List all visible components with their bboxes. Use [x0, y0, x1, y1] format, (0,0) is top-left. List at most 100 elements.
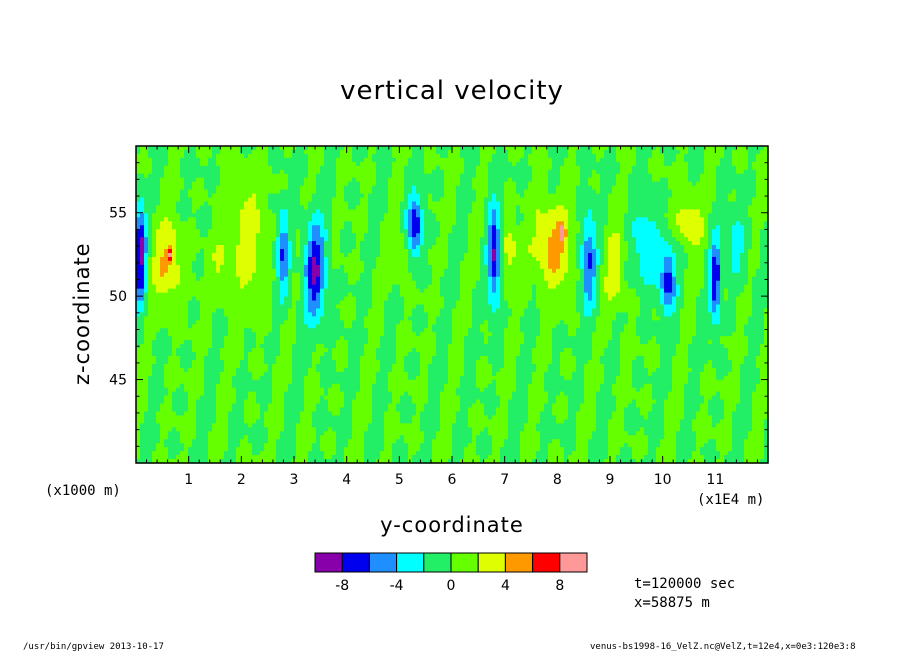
heat-cell [672, 157, 677, 163]
heat-cell [376, 181, 381, 187]
heat-cell [536, 260, 541, 266]
heat-cell [688, 177, 693, 183]
heat-cell [736, 225, 741, 230]
heat-cell [432, 264, 437, 270]
heat-cell [692, 181, 697, 187]
heat-cell [356, 229, 361, 234]
heat-cell [472, 173, 477, 179]
heat-cell [432, 189, 437, 195]
heat-cell [572, 260, 577, 266]
heat-cell [416, 205, 421, 210]
heat-cell [284, 193, 289, 199]
heat-cell [260, 177, 265, 183]
heat-cell [444, 201, 449, 207]
heat-cell [672, 213, 677, 218]
heat-cell [340, 260, 345, 266]
heat-cell [320, 177, 325, 183]
heat-cell [424, 245, 429, 250]
heat-cell [516, 241, 521, 246]
heat-cell [696, 249, 701, 254]
heat-cell [136, 229, 141, 234]
heat-cell [332, 229, 337, 234]
heat-cell [408, 173, 413, 179]
heat-cell [320, 205, 325, 210]
heat-cell [624, 205, 629, 210]
heat-cell [648, 161, 653, 167]
heat-cell [324, 268, 329, 274]
heat-cell [296, 213, 301, 218]
heat-cell [552, 197, 557, 203]
heat-cell [312, 245, 317, 250]
heat-cell [420, 229, 425, 234]
heat-cell [596, 221, 601, 226]
heat-cell [412, 157, 417, 163]
heat-cell [516, 217, 521, 222]
heat-cell [332, 169, 337, 175]
heat-cell [432, 177, 437, 183]
heat-cell [408, 249, 413, 254]
heat-cell [288, 229, 293, 234]
heat-cell [704, 146, 709, 151]
heat-cell [208, 205, 213, 210]
heat-cell [704, 229, 709, 234]
heat-cell [412, 233, 417, 238]
heat-cell [688, 189, 693, 195]
heat-cell [256, 153, 261, 159]
heat-cell [576, 209, 581, 214]
heat-cell [684, 169, 689, 175]
heat-cell [200, 177, 205, 183]
heat-cell [208, 189, 213, 195]
heat-cell [488, 177, 493, 183]
heat-cell [480, 264, 485, 270]
heat-cell [384, 241, 389, 246]
heat-cell [328, 201, 333, 207]
heat-cell [760, 252, 765, 258]
heat-cell [596, 173, 601, 179]
heat-cell [604, 189, 609, 195]
heat-cell [656, 213, 661, 218]
heat-cell [512, 249, 517, 254]
heat-cell [188, 169, 193, 175]
heat-cell [340, 177, 345, 183]
heat-cell [764, 233, 769, 238]
heat-cell [192, 153, 197, 159]
heat-cell [620, 161, 625, 167]
heat-cell [688, 245, 693, 250]
heat-cell [328, 221, 333, 226]
heat-cell [240, 173, 245, 179]
heat-cell [296, 241, 301, 246]
heat-cell [332, 256, 337, 262]
heat-cell [196, 157, 201, 163]
heat-cell [480, 177, 485, 183]
heat-cell [332, 249, 337, 254]
heat-cell [360, 177, 365, 183]
heat-cell [468, 241, 473, 246]
heat-cell [580, 169, 585, 175]
heat-cell [544, 157, 549, 163]
heat-cell [740, 260, 745, 266]
heat-cell [324, 173, 329, 179]
heat-cell [508, 197, 513, 203]
heat-cell [756, 241, 761, 246]
heat-cell [136, 249, 141, 254]
heat-cell [480, 237, 485, 242]
heat-cell [208, 245, 213, 250]
heat-cell [672, 233, 677, 238]
heat-cell [360, 221, 365, 226]
heat-cell [732, 264, 737, 270]
heat-cell [708, 249, 713, 254]
heat-cell [204, 268, 209, 274]
heat-cell [300, 245, 305, 250]
heat-cell [580, 252, 585, 258]
heat-cell [172, 241, 177, 246]
heat-cell [188, 209, 193, 214]
heat-cell [632, 260, 637, 266]
heat-cell [724, 252, 729, 258]
heat-cell [604, 256, 609, 262]
heat-cell [608, 249, 613, 254]
heat-cell [248, 260, 253, 266]
heat-cell [408, 264, 413, 270]
heat-cell [152, 185, 157, 191]
heat-cell [696, 193, 701, 199]
heat-cell [588, 260, 593, 266]
